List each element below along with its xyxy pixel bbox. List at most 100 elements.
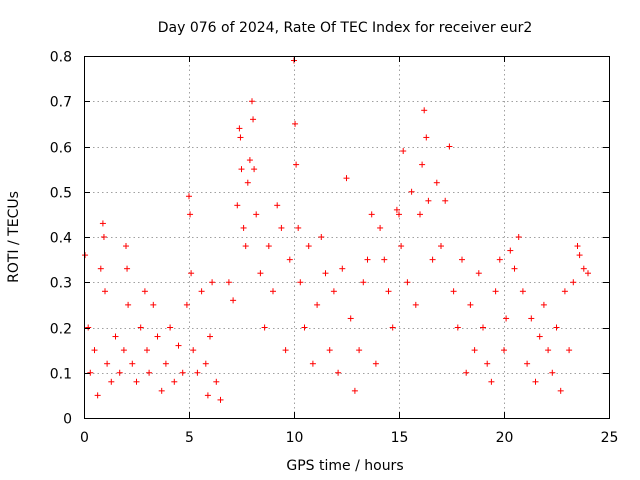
data-point [292, 120, 299, 127]
data-point [99, 220, 106, 227]
data-point [108, 378, 115, 385]
data-point [282, 347, 289, 354]
x-tick-label: 5 [185, 430, 194, 446]
data-point [104, 360, 111, 367]
data-point [82, 252, 89, 259]
data-point [270, 288, 276, 295]
data-point [198, 288, 205, 295]
data-point [217, 396, 224, 403]
data-point [503, 315, 510, 322]
data-point [408, 188, 415, 195]
data-point [347, 315, 354, 322]
y-tick-label: 0.6 [50, 141, 72, 157]
data-point [576, 252, 583, 259]
data-point [237, 134, 244, 141]
data-point [393, 206, 400, 213]
data-point [318, 234, 325, 240]
data-point [183, 301, 190, 308]
data-point [425, 197, 432, 204]
data-point [511, 265, 518, 272]
data-point [423, 134, 430, 141]
data-point [335, 369, 342, 376]
data-point [417, 211, 423, 218]
data-point [429, 256, 436, 263]
data-point [475, 270, 482, 277]
data-point [580, 265, 587, 272]
data-point [124, 265, 131, 272]
data-point [242, 243, 249, 250]
data-point [480, 324, 486, 331]
data-point [202, 360, 209, 367]
data-point [213, 378, 220, 385]
data-point [251, 166, 258, 173]
data-point [204, 392, 211, 399]
data-point [385, 288, 392, 295]
y-axis-label: ROTI / TECUs [6, 191, 22, 283]
data-point [240, 224, 247, 231]
data-point [125, 301, 132, 308]
data-point [137, 324, 144, 331]
data-point [540, 301, 547, 308]
grid-lines [84, 56, 609, 418]
data-point [246, 157, 253, 164]
data-point [471, 347, 478, 354]
data-point [561, 288, 568, 295]
data-point [309, 360, 316, 367]
data-point [234, 202, 241, 209]
data-point [507, 247, 514, 254]
data-point [261, 324, 268, 331]
data-point [496, 256, 503, 263]
data-point [459, 256, 465, 263]
data-point [194, 369, 201, 376]
data-point [528, 315, 535, 322]
y-tick-label: 0.1 [50, 367, 72, 383]
chart-title: Day 076 of 2024, Rate Of TEC Index for r… [158, 20, 533, 36]
data-point [570, 279, 577, 286]
data-point [389, 324, 396, 331]
data-point [484, 360, 491, 367]
y-tick-label: 0.8 [50, 50, 72, 66]
data-point [454, 324, 461, 331]
x-tick-label: 25 [601, 430, 619, 446]
data-point [120, 347, 127, 354]
data-point [421, 107, 428, 114]
data-point [545, 347, 552, 354]
data-point [179, 369, 186, 376]
data-point [326, 347, 333, 354]
data-point [368, 211, 375, 218]
data-point [377, 224, 384, 231]
data-point [187, 211, 194, 218]
data-point [574, 243, 581, 250]
data-point [364, 256, 371, 263]
data-point [524, 360, 531, 367]
data-point [162, 360, 169, 367]
data-point [396, 211, 402, 218]
data-point [97, 265, 104, 272]
data-point [123, 243, 129, 250]
data-point [257, 270, 264, 277]
data-point [100, 234, 107, 240]
y-tick-label: 0.3 [50, 276, 72, 292]
data-point [249, 98, 255, 105]
data-point [112, 333, 119, 340]
x-tick-label: 10 [286, 430, 304, 446]
data-point [91, 347, 98, 354]
data-point [553, 324, 560, 331]
data-point [585, 270, 591, 277]
data-point [146, 369, 153, 376]
data-point [188, 270, 195, 277]
data-point [450, 288, 457, 295]
data-point [150, 301, 157, 308]
data-point [501, 347, 507, 354]
data-point [238, 166, 245, 173]
data-point [171, 378, 178, 385]
data-points [82, 57, 591, 403]
data-point [236, 125, 243, 132]
data-point [295, 224, 302, 231]
data-point [398, 243, 405, 250]
data-point [404, 279, 411, 286]
data-point [519, 288, 526, 295]
data-point [286, 256, 293, 263]
data-point [253, 211, 260, 218]
